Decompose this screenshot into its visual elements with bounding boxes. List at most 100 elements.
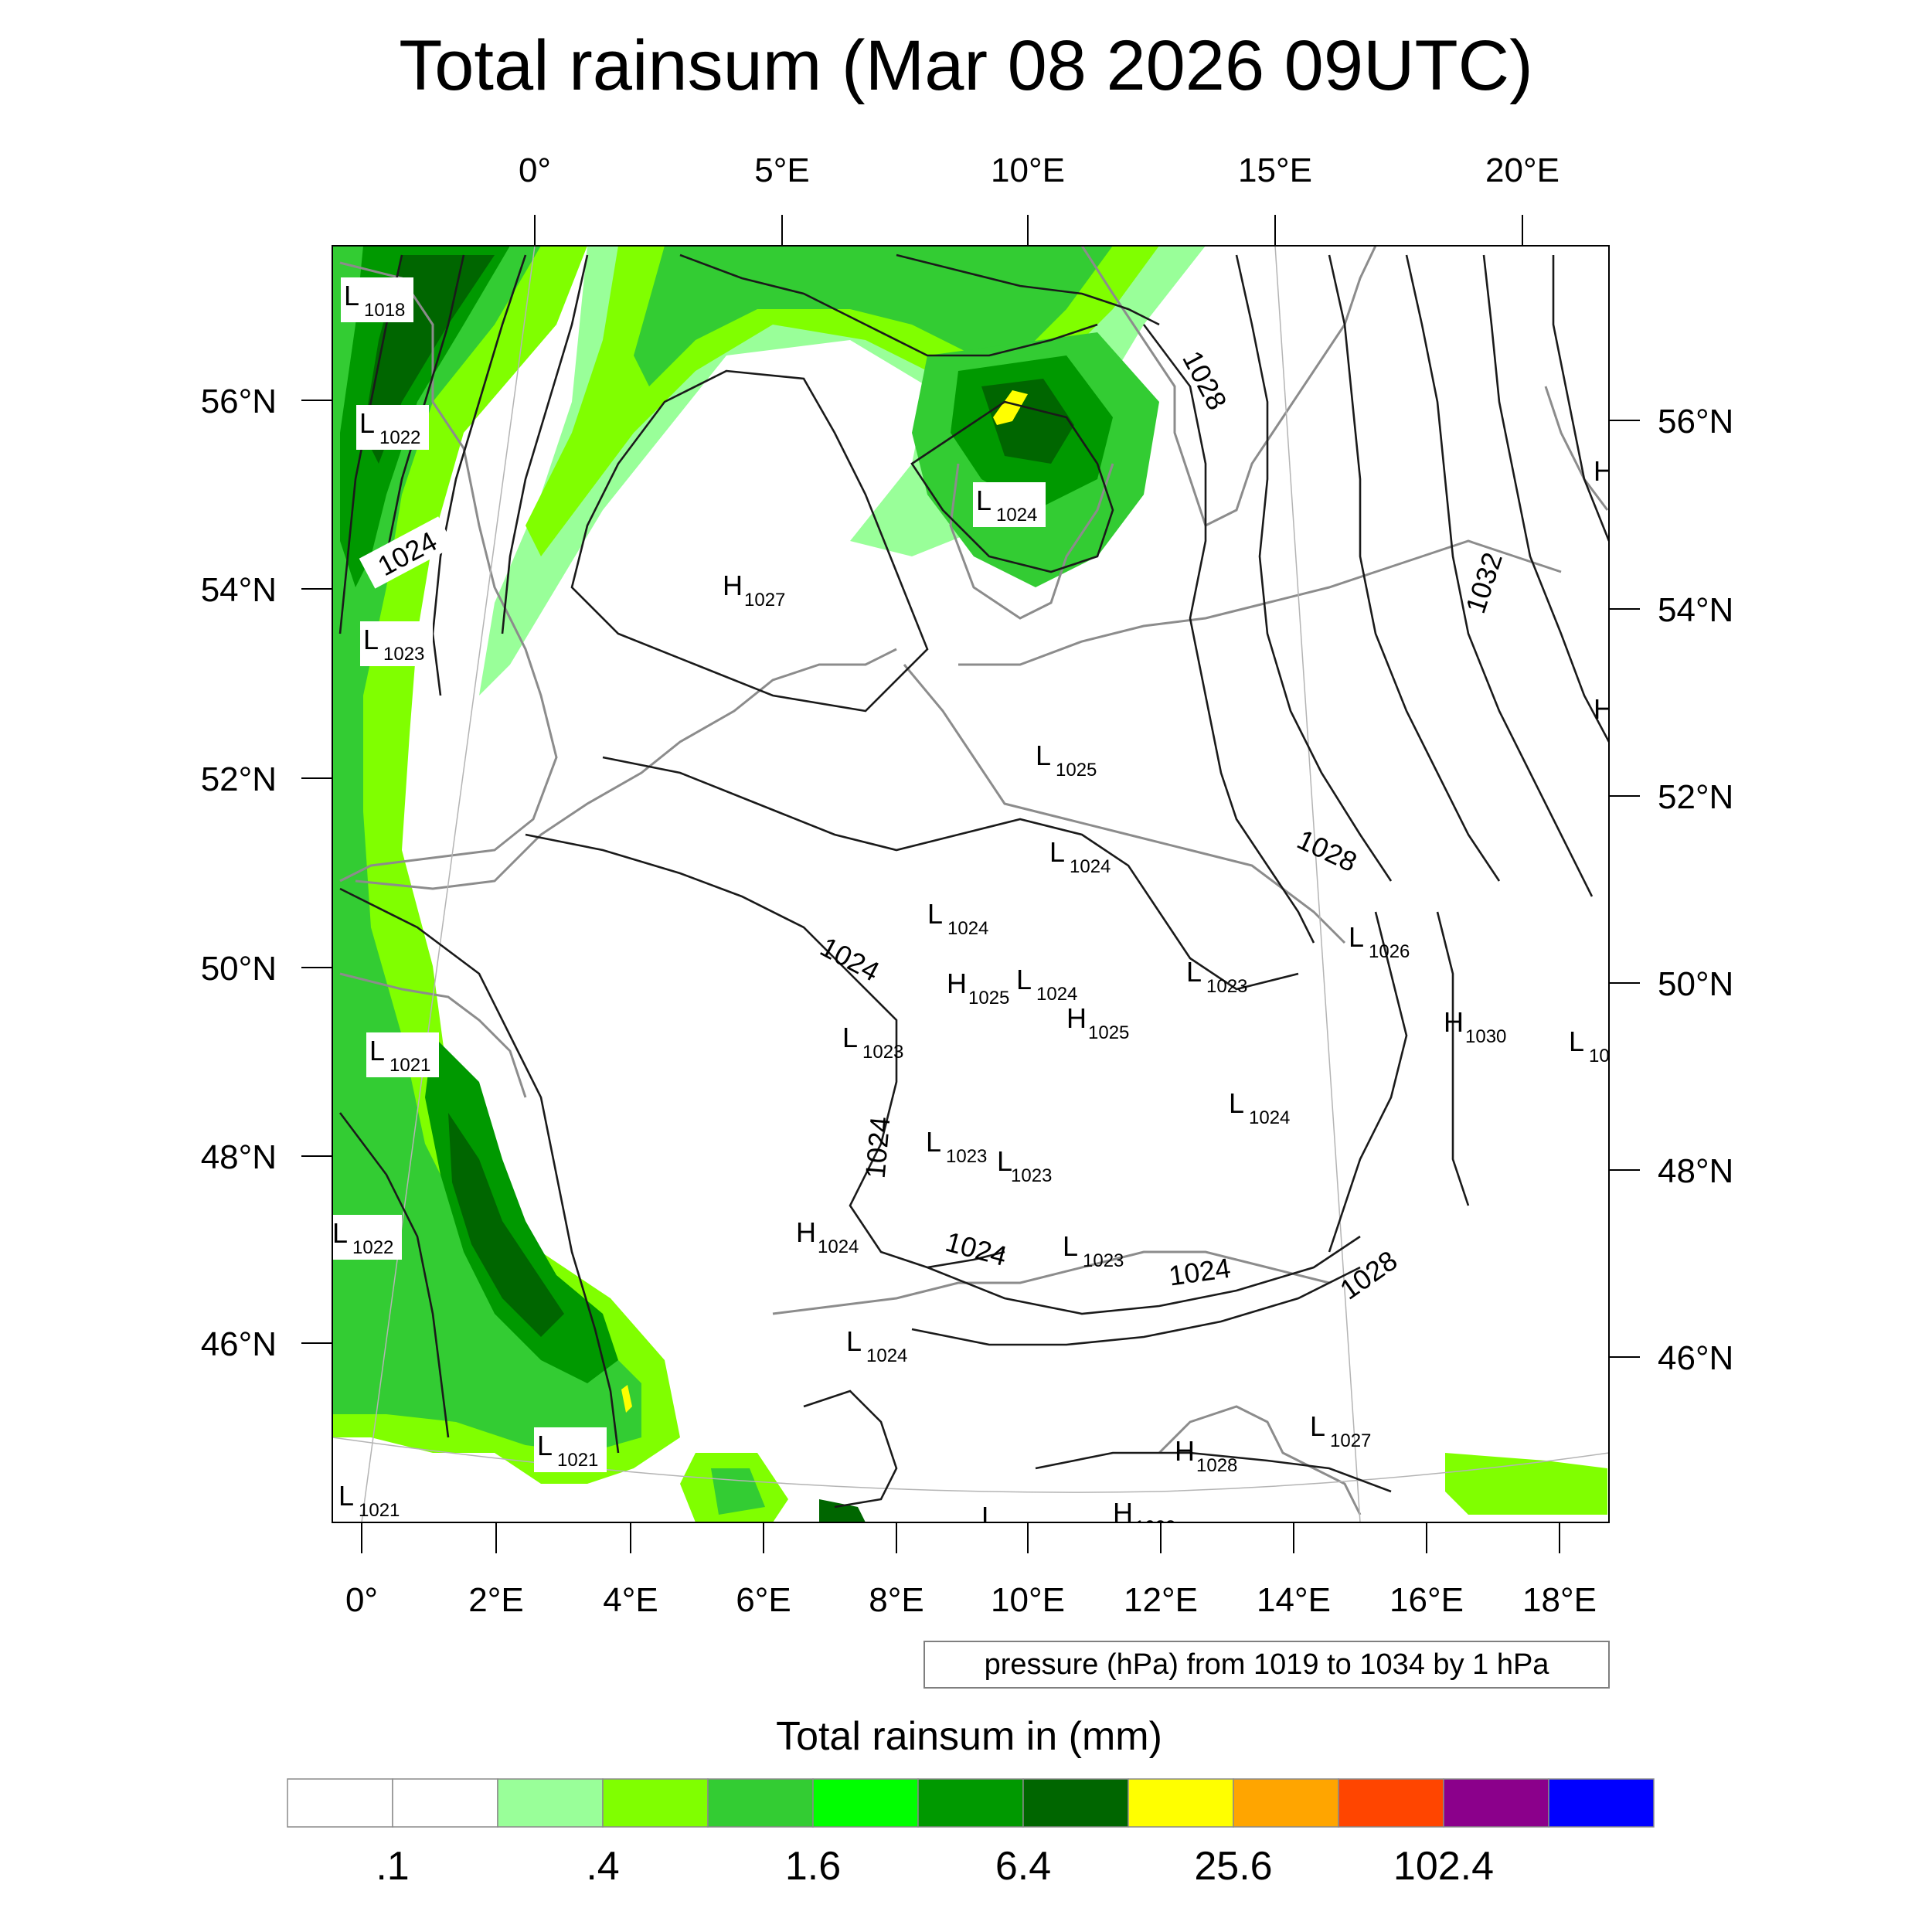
svg-text:L: L [1063, 1230, 1078, 1262]
svg-text:H: H [1594, 455, 1614, 487]
rain-area-channel-peak [621, 1385, 632, 1413]
svg-text:L: L [846, 1325, 862, 1357]
svg-text:1028: 1028 [1196, 1455, 1237, 1476]
isobar-1033 [1552, 255, 1609, 542]
svg-text:1022: 1022 [379, 427, 420, 448]
coastline-brittany [339, 972, 527, 1098]
right-latitude-axis: 56°N 54°N 52°N 50°N 48°N 46°N [1609, 403, 1733, 1377]
colorbar-box [707, 1778, 814, 1828]
pressure-center: L 1024 [846, 1325, 907, 1366]
isobar-1028-east [1142, 324, 1315, 944]
tick-label: 54°N [1658, 591, 1733, 629]
svg-text:L: L [1229, 1087, 1244, 1119]
svg-text:1028: 1028 [1134, 1517, 1175, 1538]
colorbar-box [1233, 1778, 1339, 1828]
svg-text:1023: 1023 [862, 1042, 903, 1063]
isobar-1031 [1405, 254, 1594, 897]
svg-text:H: H [1594, 693, 1614, 725]
coastline-adriatic [1158, 1405, 1362, 1515]
isobar-1025-alps [911, 1266, 1361, 1346]
svg-text:H: H [796, 1216, 816, 1248]
tick-label: 6°E [736, 1581, 791, 1619]
svg-text:1024: 1024 [818, 1236, 859, 1257]
svg-text:L: L [1049, 836, 1065, 868]
map-frame [332, 245, 1610, 1523]
svg-text:1027: 1027 [1002, 1521, 1043, 1542]
isobar-1024-central [525, 833, 1005, 1269]
isobar-1027-south [1035, 1451, 1392, 1493]
tick-label: 52°N [201, 760, 277, 798]
pressure-center: H 1028 [1175, 1435, 1237, 1476]
pressure-center: L 10 [1569, 1026, 1609, 1066]
colorbar-labels: .1 .4 1.6 6.4 25.6 102.4 [376, 1844, 1494, 1889]
svg-text:L: L [338, 1480, 354, 1512]
tick-label: 0° [519, 151, 551, 189]
svg-text:L: L [1186, 956, 1202, 988]
pressure-note-text: pressure (hPa) from 1019 to 1034 by 1 hP… [985, 1648, 1550, 1681]
tick-label: 50°N [201, 950, 277, 988]
svg-text:L: L [997, 1145, 1012, 1177]
pressure-center: L 1022 [332, 1215, 402, 1260]
isobar-label-bg [359, 516, 454, 589]
colorbar-box [812, 1778, 919, 1828]
pressure-center: L 1024 [1229, 1087, 1290, 1128]
rain-area-denmark-darkest [981, 379, 1074, 464]
tick-label: 10°E [991, 151, 1065, 189]
pressure-center: L 1021 [338, 1480, 400, 1521]
svg-text:1030: 1030 [1465, 1026, 1506, 1047]
pressure-center: H [1594, 693, 1614, 725]
svg-text:L: L [1349, 921, 1364, 953]
svg-text:L: L [332, 1217, 348, 1249]
svg-text:1023: 1023 [1206, 976, 1247, 997]
svg-text:1025: 1025 [968, 988, 1009, 1009]
isobar-1030 [1328, 254, 1501, 882]
svg-text:L: L [363, 624, 379, 655]
colorbar-box [1338, 1778, 1444, 1828]
isobar-1024-mid [602, 756, 1299, 991]
svg-text:1024: 1024 [866, 1345, 907, 1366]
svg-text:H: H [1175, 1435, 1195, 1467]
svg-text:1023: 1023 [1011, 1165, 1052, 1186]
tick-label: 20°E [1485, 151, 1560, 189]
rain-area-channel-darkest [448, 1113, 564, 1337]
colorbar-tick-label: 1.6 [785, 1844, 841, 1889]
tick-label: 5°E [754, 151, 809, 189]
svg-text:1024: 1024 [1249, 1107, 1290, 1128]
tick-label: 0° [345, 1581, 378, 1619]
svg-text:L: L [359, 407, 375, 439]
pressure-center: L 1026 [1349, 921, 1410, 962]
tick-label: 10°E [991, 1581, 1065, 1619]
svg-text:1027: 1027 [1330, 1430, 1371, 1451]
colorbar-tick-label: .1 [376, 1844, 409, 1889]
tick-label: 54°N [201, 571, 277, 609]
svg-text:1022: 1022 [352, 1237, 393, 1258]
svg-text:H: H [723, 570, 743, 601]
colorbar-title: Total rainsum in (mm) [776, 1714, 1162, 1759]
pressure-note-box [923, 1641, 1610, 1689]
isobar-east-1028 [1328, 911, 1408, 1253]
svg-text:1024: 1024 [1036, 984, 1077, 1005]
bottom-longitude-axis: 0° 2°E 4°E 6°E 8°E 10°E 12°E 14°E 16°E 1… [345, 1522, 1597, 1619]
isobar-1023-north [501, 254, 589, 634]
isobar-1029 [1235, 254, 1393, 882]
tick-label: 46°N [1658, 1339, 1733, 1377]
pressure-center: L 1024 [927, 898, 988, 939]
svg-text:1018: 1018 [364, 300, 405, 321]
left-latitude-axis: 56°N 54°N 52°N 50°N 48°N 46°N [201, 383, 332, 1363]
svg-text:1024: 1024 [996, 505, 1037, 526]
svg-text:1021: 1021 [389, 1055, 430, 1076]
tick-label: 52°N [1658, 778, 1733, 816]
colorbar-tick-label: .4 [586, 1844, 619, 1889]
pressure-center: L 1021 [534, 1427, 607, 1472]
pressure-center: L 1018 [341, 277, 413, 322]
isobar-east-1029 [1436, 911, 1470, 1206]
pressure-center: L 1025 [1036, 740, 1097, 781]
top-longitude-axis: 0° 5°E 10°E 15°E 20°E [519, 151, 1560, 246]
pressure-center: H [1594, 455, 1614, 487]
